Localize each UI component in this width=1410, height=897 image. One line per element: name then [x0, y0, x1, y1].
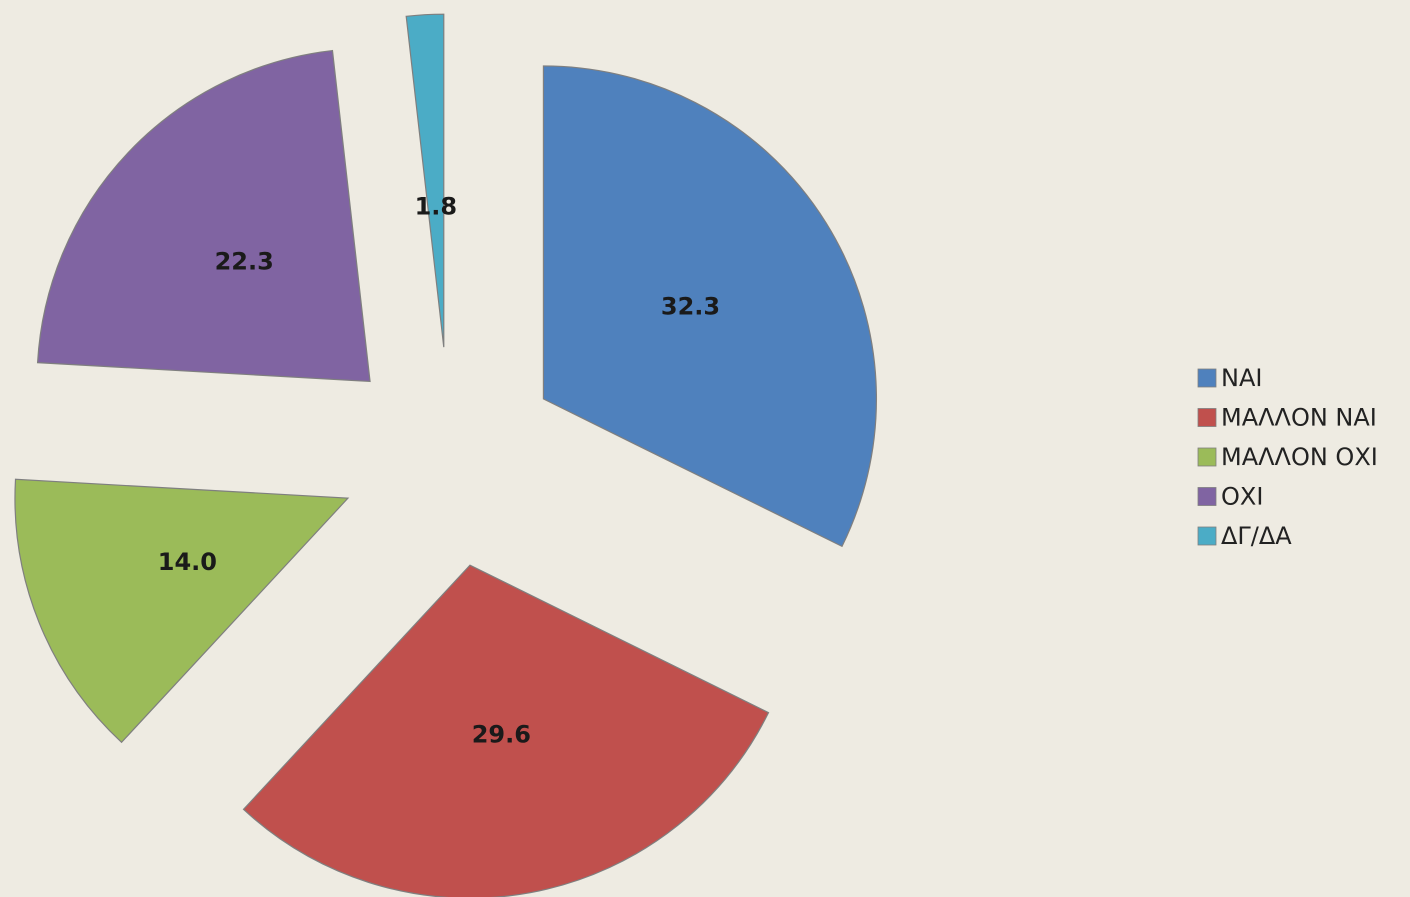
- legend-swatch: [1197, 368, 1217, 388]
- legend-label: ΝΑΙ: [1221, 364, 1262, 392]
- legend-label: ΔΓ/ΔΑ: [1221, 522, 1292, 550]
- legend-label: ΜΑΛΛΟΝ ΟΧΙ: [1221, 443, 1378, 471]
- value-label: 32.3: [661, 293, 720, 321]
- legend-swatch: [1197, 487, 1217, 506]
- legend-swatch: [1197, 526, 1217, 546]
- legend-label: ΟΧΙ: [1221, 483, 1263, 511]
- value-label: 14.0: [158, 548, 217, 576]
- pie-slice: [405, 13, 445, 348]
- value-label: 29.6: [472, 720, 531, 748]
- pie-slice: [542, 65, 878, 548]
- legend-label: ΜΑΛΛΟΝ ΝΑΙ: [1221, 404, 1377, 432]
- pie-slice: [14, 478, 350, 744]
- pie-slice: [242, 564, 770, 897]
- value-label: 22.3: [215, 248, 274, 276]
- legend-swatch: [1197, 408, 1217, 427]
- value-label: 1.8: [415, 193, 458, 221]
- legend-swatch: [1197, 447, 1217, 467]
- pie-slice: [36, 49, 371, 383]
